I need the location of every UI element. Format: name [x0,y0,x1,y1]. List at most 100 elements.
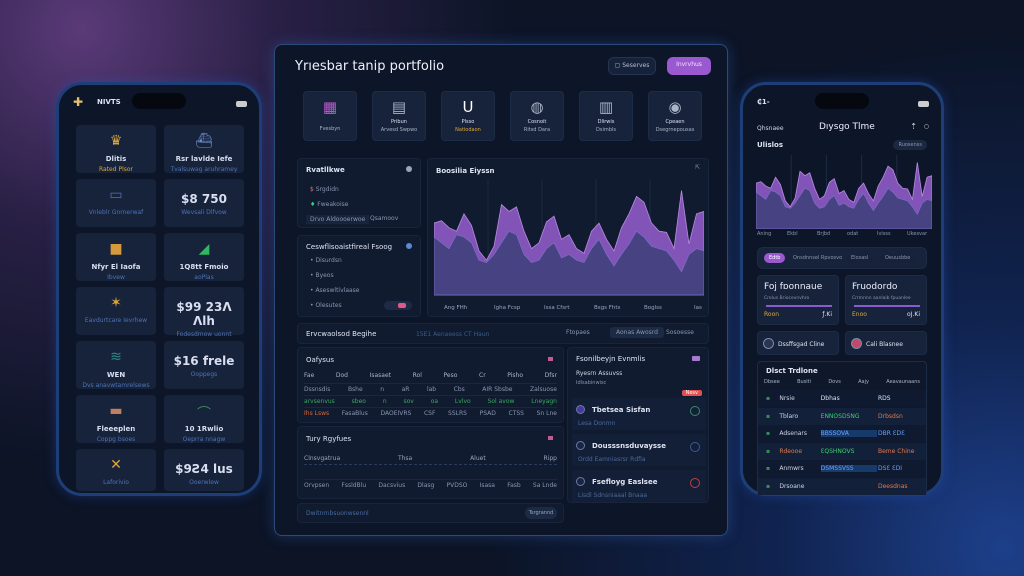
filter-tab[interactable]: Onsdnnsel Rpvosvo [793,255,843,261]
table-row[interactable]: ▪ Rdeooe ƐQSHNOVS Beme Chine [758,442,926,460]
category-card[interactable]: ◍ Cosnoit Ritsd Dara [510,91,564,141]
category-card[interactable]: U Plsso Natiodaon [441,91,495,141]
row-icon: ▪ [766,430,771,437]
table-row[interactable]: ▪ Drsoane Deesdnas [758,477,926,495]
table-cell: Zalsuose [530,386,557,393]
settings-icon[interactable]: ○ [923,123,929,130]
contact-pill[interactable]: Cali Blasnee [845,331,927,355]
tile-title: Nfyr El Iaofa [91,263,141,271]
info-icon[interactable] [406,243,412,249]
category-card[interactable]: ▤ Pribun Arvesd Swpwo [372,91,426,141]
portfolio-tile[interactable]: ✶ Eavdurtcare Ievrhew [76,287,156,335]
box-icon: ■ [109,241,123,257]
menu-icon[interactable] [548,357,553,361]
filter-chip[interactable]: Qsamoov [370,215,399,222]
event-status-icon [690,442,700,452]
menu-icon[interactable] [548,436,553,440]
share-icon[interactable]: ⇡ [910,122,917,131]
portfolio-tile[interactable]: ⌒ 10 1Rwlio Oeprra nnagw [164,395,244,443]
hill-icon: ⌒ [197,406,211,422]
magnet-icon: U [462,98,474,116]
portfolio-tile[interactable]: ≋ WEN Dvs anavwtamrelsews [76,341,156,389]
filter-tab[interactable]: Oeuusbbe [880,253,916,263]
footer-button[interactable]: Tsrgrannd [525,507,557,519]
portfolio-tile[interactable]: ⛴ Rsr lavlde Iefe Tvalsuwag aruhramey [164,125,244,173]
portfolio-tile[interactable]: ▬ Fleeeplen Coppg bsoes [76,395,156,443]
tile-subtitle: Vnleblr Gnrnerwaf [88,209,144,216]
portfolio-tile[interactable]: ◢ 1Q8tt Fmoio aoPlas [164,233,244,281]
portfolio-tile[interactable]: ♛ Dlitis Rated Plsor [76,125,156,173]
document-icon: ▤ [391,98,407,116]
info-icon[interactable] [406,166,412,172]
table-row[interactable]: ▪ Adsenars BBSSOVA DBR ƐDƐ [758,425,926,442]
button-icon: ▢ [614,62,623,69]
column-header: Isasaet [369,372,392,379]
preference-item[interactable]: • Aseswltivlaase [310,287,360,294]
portfolio-tile[interactable]: $16 frele Ooppegs [164,341,244,389]
portfolio-tile[interactable]: ■ Nfyr El Iaofa Ibvew [76,233,156,281]
table-cell: sbeo [351,398,366,405]
list-item[interactable]: $ Srgdidn [310,186,339,193]
summary-tab[interactable]: Sosoesse [666,329,694,336]
portfolio-tile[interactable]: ✕ Laforivio [76,449,156,491]
table-header: Fae Dod Isasaet Rol Peso Cr Pisho Dfsr [304,372,557,379]
table-cell: Beme Chine [877,447,915,455]
contact-pill[interactable]: Dssffsgad Cline [757,331,839,355]
toggle-switch[interactable] [384,301,412,310]
secondary-button[interactable]: ▢ Seserves [608,57,656,75]
event-meta: Ordd Eamniasrsr Rdfia [578,456,646,463]
portfolio-tile[interactable]: $9Ƨ4 lus Ooerwlew [164,449,244,491]
account-card[interactable]: Fruodordo Crrmnnn aanlaib fpuanlee Enoo oJ.… [845,275,927,325]
column-header: Rol [412,372,422,379]
section-chip[interactable]: Ruosenss [893,140,927,150]
table-cell: FssldBlu [341,482,367,489]
category-card[interactable]: ▦ Fvesbyn [303,91,357,141]
preferences-panel: Ceswflisoaistfireal Fsoog • Disurdsn • By… [297,235,421,317]
list-item[interactable]: ♦ Fweakoise [310,201,349,208]
back-link[interactable]: Qhsnaee [757,125,784,132]
preference-item[interactable]: • Disurdsn [310,257,342,264]
menu-icon[interactable] [692,356,700,361]
new-badge: Nesv [681,390,702,396]
panel-title: Ceswflisoaistfireal Fsoog [306,243,393,251]
preference-item[interactable]: • Olesutes [310,302,342,309]
filter-tab[interactable]: Elosasl [846,253,874,263]
table-row[interactable]: Orvpsen FssldBlu Dacsvius Dlasg PVDSO Isasa Fa… [304,479,557,489]
column-header: Dod [335,372,348,379]
expand-icon[interactable]: ⇱ [694,164,700,171]
tile-subtitle: Fodesdmow uonnt [176,331,232,338]
summary-tab[interactable]: Aonas Awosrd [610,327,664,338]
event-item[interactable]: Fsefloyg Easlsee Lisdl Sdnsniaaal Bnaaa [572,470,706,502]
event-item[interactable]: Dousssnsduvaysse Ordd Eamniasrsr Rdfia [572,434,706,466]
mini-area-chart [756,155,932,229]
preference-item[interactable]: • Byeos [310,272,334,279]
trade-label: Thsa [397,455,413,462]
row-icon: ▪ [766,482,771,490]
event-item[interactable]: Tbetsea Sisfan Lesa Donmn [572,398,706,430]
table-row[interactable]: Dssnsdis Bshe n aR lab Cbs AIR Sbsbe Zalsuose [304,383,557,393]
area-series-1 [434,230,704,296]
avatar [763,338,774,349]
account-card[interactable]: Foj fɒonnaue Crelus Briocevnvhro Roon ƒ.Ki [757,275,839,325]
portfolio-tile[interactable]: $8 750 Wevsali Dlfvow [164,179,244,227]
table-cell: Dbhas [820,395,840,402]
table-row[interactable]: ▪ Anmwrs DSMSSVSS DSƐ ƐDI [758,460,926,477]
table-row[interactable]: ▪ Nrsie Dbhas RDS [758,390,926,407]
table-cell: Sn Lne [536,410,557,417]
table-row[interactable]: Ihs Lsws FasaBlus DAOEIVRS CSF SSLRS PSAD CTSS… [304,407,557,417]
shield-icon: ◍ [530,98,544,116]
category-card[interactable]: ◉ Cpeaen Dsegrnepousas [648,91,702,141]
tile-title: 10 1Rwlio [184,425,224,433]
card-label: Pribun [391,119,407,125]
category-card[interactable]: ▥ Dlirwis Dsimbls [579,91,633,141]
x-tick-label: Igha Fcsp [494,305,521,311]
summary-tab[interactable]: Ftopaes [566,329,590,336]
portfolio-tile[interactable]: ▭ Vnleblr Gnrnerwaf [76,179,156,227]
table-row[interactable]: ▪ Tblaro ENNOSDSNG Drbsdsn [758,407,926,425]
primary-button[interactable]: Invrvhus [667,57,711,75]
filter-tab[interactable]: Edtb [764,253,786,263]
filter-chip[interactable]: Drvo Aldoooerwoe [306,215,370,224]
portfolio-tile[interactable]: $99 23Λ Λlh Fodesdmow uonnt [164,287,244,338]
table-cell: Lvlvo [454,398,471,405]
table-row[interactable]: arvsenvus sbeo n sov oa Lvlvo Sol avow Lneyagn [304,395,557,405]
